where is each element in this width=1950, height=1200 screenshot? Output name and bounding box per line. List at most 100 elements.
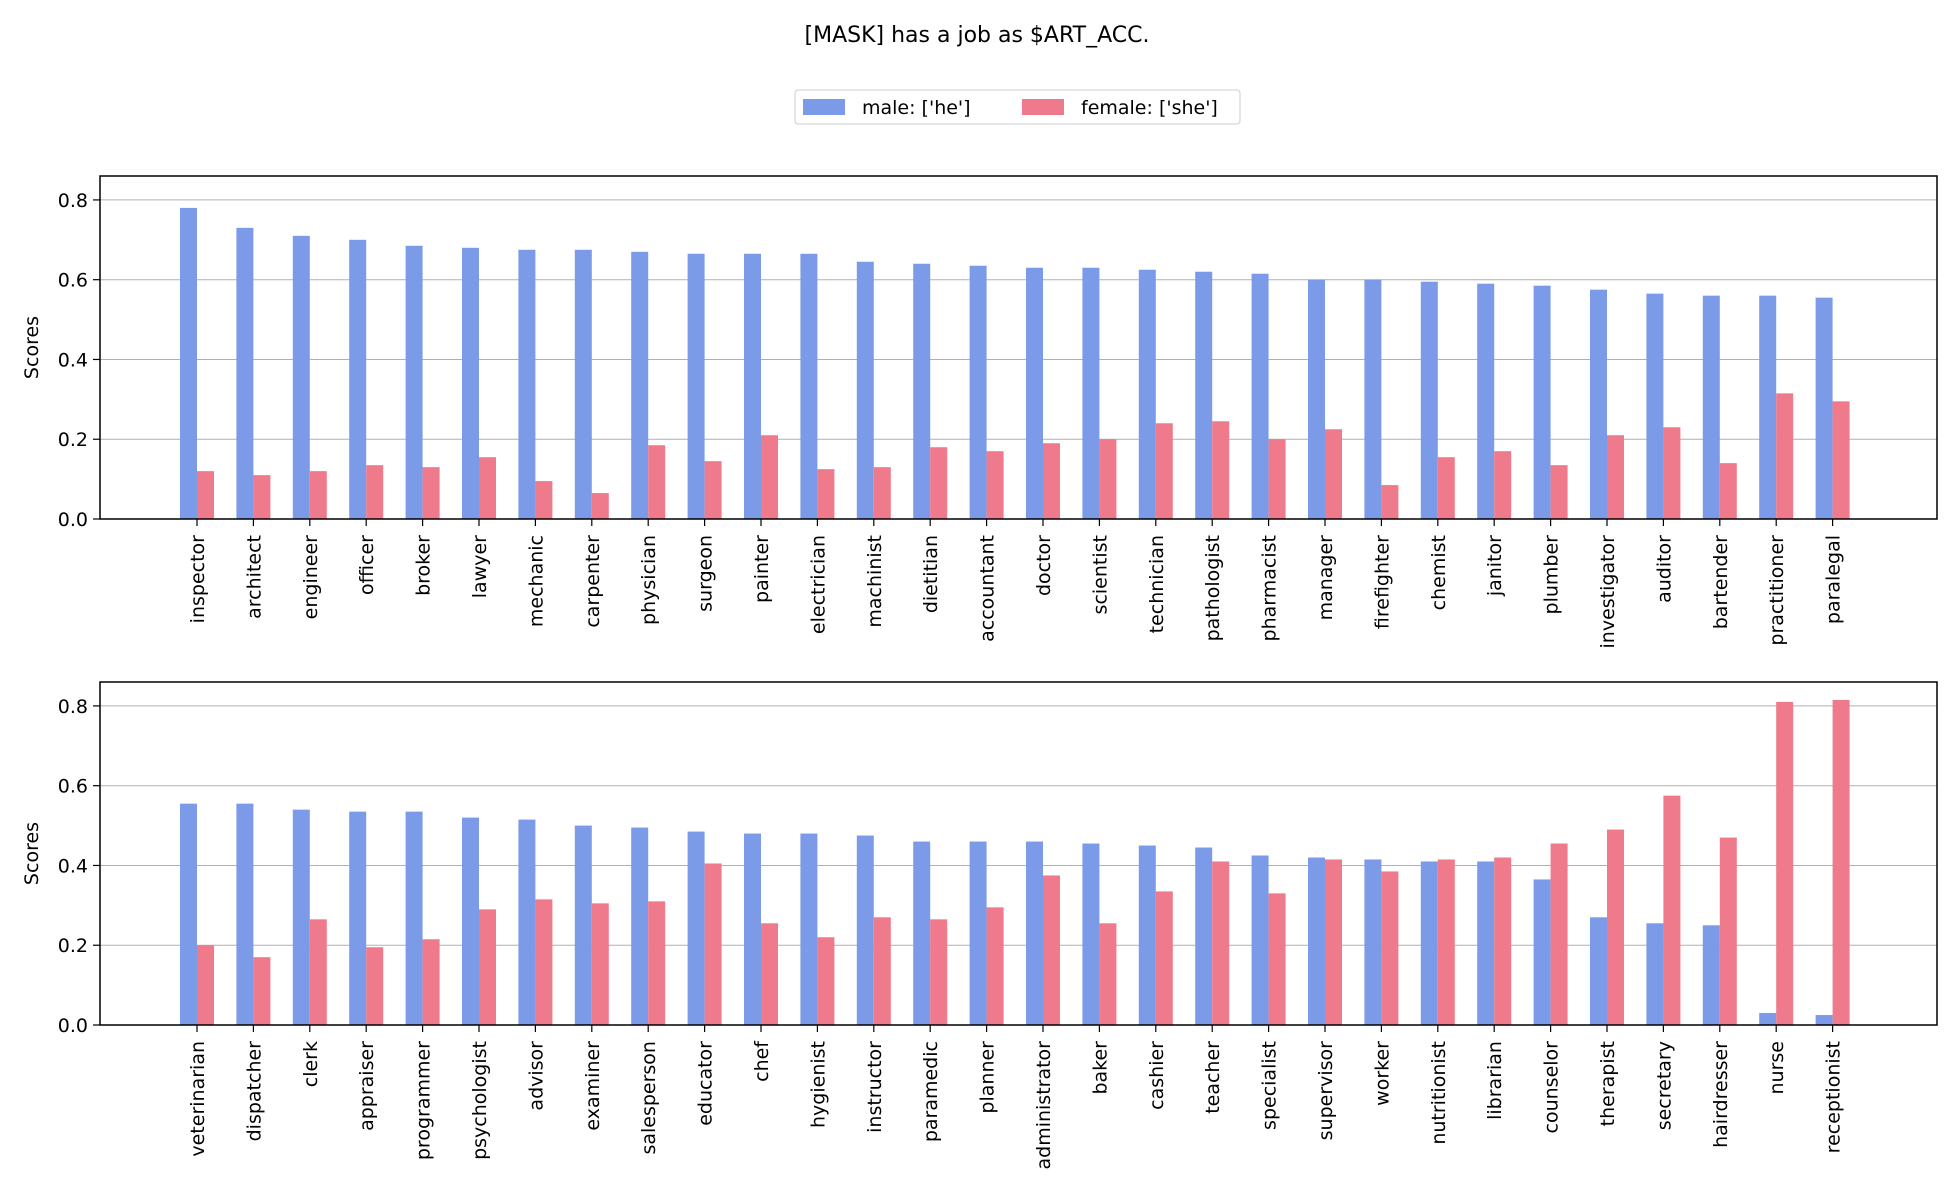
x-tick-label: physician [638,535,660,625]
x-tick-label: lawyer [469,535,491,598]
x-tick-label: officer [356,535,378,595]
bar-female-pathologist [1212,421,1230,519]
x-tick-label: chemist [1428,535,1450,610]
x-tick-label: nurse [1766,1041,1788,1094]
x-tick-label: carpenter [582,535,604,628]
x-tick-label: dispatcher [243,1041,265,1142]
bar-female-technician [1155,423,1173,519]
legend-swatch-female [1022,99,1064,115]
bar-female-secretary [1663,795,1681,1025]
x-tick-label: mechanic [525,535,547,627]
x-tick-label: programmer [413,1041,435,1160]
bar-female-firefighter [1381,485,1399,519]
bar-male-paralegal [1815,297,1833,519]
bar-female-paralegal [1832,401,1850,519]
x-tick-label: investigator [1597,535,1619,649]
bar-female-electrician [817,469,835,519]
x-tick-label: pathologist [1202,535,1224,641]
bar-male-secretary [1646,923,1664,1025]
bar-male-scientist [1082,267,1100,519]
bar-male-engineer [292,235,310,520]
bar-male-painter [744,253,761,519]
bar-female-paramedic [930,919,948,1025]
x-tick-label: librarian [1484,1041,1506,1120]
bar-female-teacher [1212,861,1230,1025]
bar-male-clerk [292,809,310,1025]
x-tick-label: nutritionist [1428,1041,1450,1145]
x-tick-label: painter [751,535,773,603]
bar-female-inspector [197,471,214,519]
bar-female-planner [986,907,1004,1025]
bar-female-nurse [1776,701,1794,1025]
bar-female-librarian [1494,857,1512,1025]
y-axis-label: Scores [21,822,43,885]
bar-male-chef [744,833,761,1025]
chart-panel-top: 0.0 0.2 0.4 0.6 0.8 Scores inspector architect e… [21,175,1938,649]
y-tick-label: 0.2 [58,429,88,451]
bar-female-practitioner [1776,393,1794,519]
bar-female-supervisor [1325,859,1342,1025]
x-tick-label: electrician [807,535,829,634]
bar-male-paramedic [913,841,931,1025]
bar-male-planner [969,841,987,1025]
x-tick-label: paramedic [920,1041,942,1142]
bar-female-hygienist [817,937,835,1025]
bar-male-firefighter [1364,279,1382,519]
y-tick-label: 0.2 [58,935,88,957]
bar-male-hygienist [800,833,818,1025]
legend-frame [794,89,1241,125]
bar-female-receptionist [1832,699,1850,1025]
x-tick-label: receptionist [1823,1041,1845,1153]
x-tick-label: janitor [1484,535,1506,597]
bar-female-counselor [1550,843,1568,1025]
bar-female-dietitian [930,447,948,519]
y-tick-label: 0.8 [58,190,88,212]
bar-male-chemist [1420,281,1438,519]
x-tick-label: advisor [525,1041,547,1111]
bar-male-educator [687,831,705,1025]
bar-male-librarian [1477,861,1495,1025]
legend: male: ['he'] female: ['she'] [794,89,1241,125]
bar-female-chemist [1437,457,1455,519]
x-tick-label: psychologist [469,1041,491,1160]
bar-female-janitor [1494,451,1512,519]
x-tick-label: architect [243,535,265,619]
bar-male-physician [631,251,649,520]
x-tick-label: surgeon [695,535,717,612]
bar-female-chef [761,923,778,1025]
bar-male-psychologist [462,817,479,1025]
x-tick-label: auditor [1653,535,1675,603]
bar-female-psychologist [479,909,496,1025]
bar-female-plumber [1550,465,1568,519]
x-tick-label: accountant [977,535,999,642]
bar-female-instructor [873,917,891,1025]
bar-male-baker [1082,843,1100,1025]
bar-female-educator [704,863,722,1025]
bar-female-therapist [1607,829,1624,1025]
x-tick-label: baker [1089,1041,1111,1095]
bar-male-plumber [1533,285,1551,519]
bar-male-mechanic [518,249,536,519]
x-tick-label: specialist [1259,1041,1281,1130]
x-tick-label: hairdresser [1710,1041,1732,1148]
legend-label-female: female: ['she'] [1081,97,1218,119]
bar-male-dispatcher [236,803,254,1025]
y-axis-label: Scores [21,316,43,379]
x-tick-label: appraiser [356,1041,378,1131]
bar-male-pathologist [1195,271,1213,519]
legend-swatch-male [803,99,845,115]
x-tick-label: salesperson [638,1041,660,1155]
bar-female-administrator [1043,875,1060,1025]
x-tick-label: therapist [1597,1041,1619,1126]
bar-male-doctor [1026,267,1043,519]
x-tick-label: firefighter [1371,535,1393,629]
bar-male-teacher [1195,847,1213,1025]
bar-female-machinist [873,467,891,519]
y-tick-label: 0.0 [58,1015,88,1037]
bar-male-surgeon [687,253,705,519]
bar-male-programmer [405,811,423,1025]
bar-female-broker [422,467,440,519]
bar-male-therapist [1590,917,1607,1025]
legend-label-male: male: ['he'] [862,97,971,119]
bar-male-appraiser [349,811,367,1025]
